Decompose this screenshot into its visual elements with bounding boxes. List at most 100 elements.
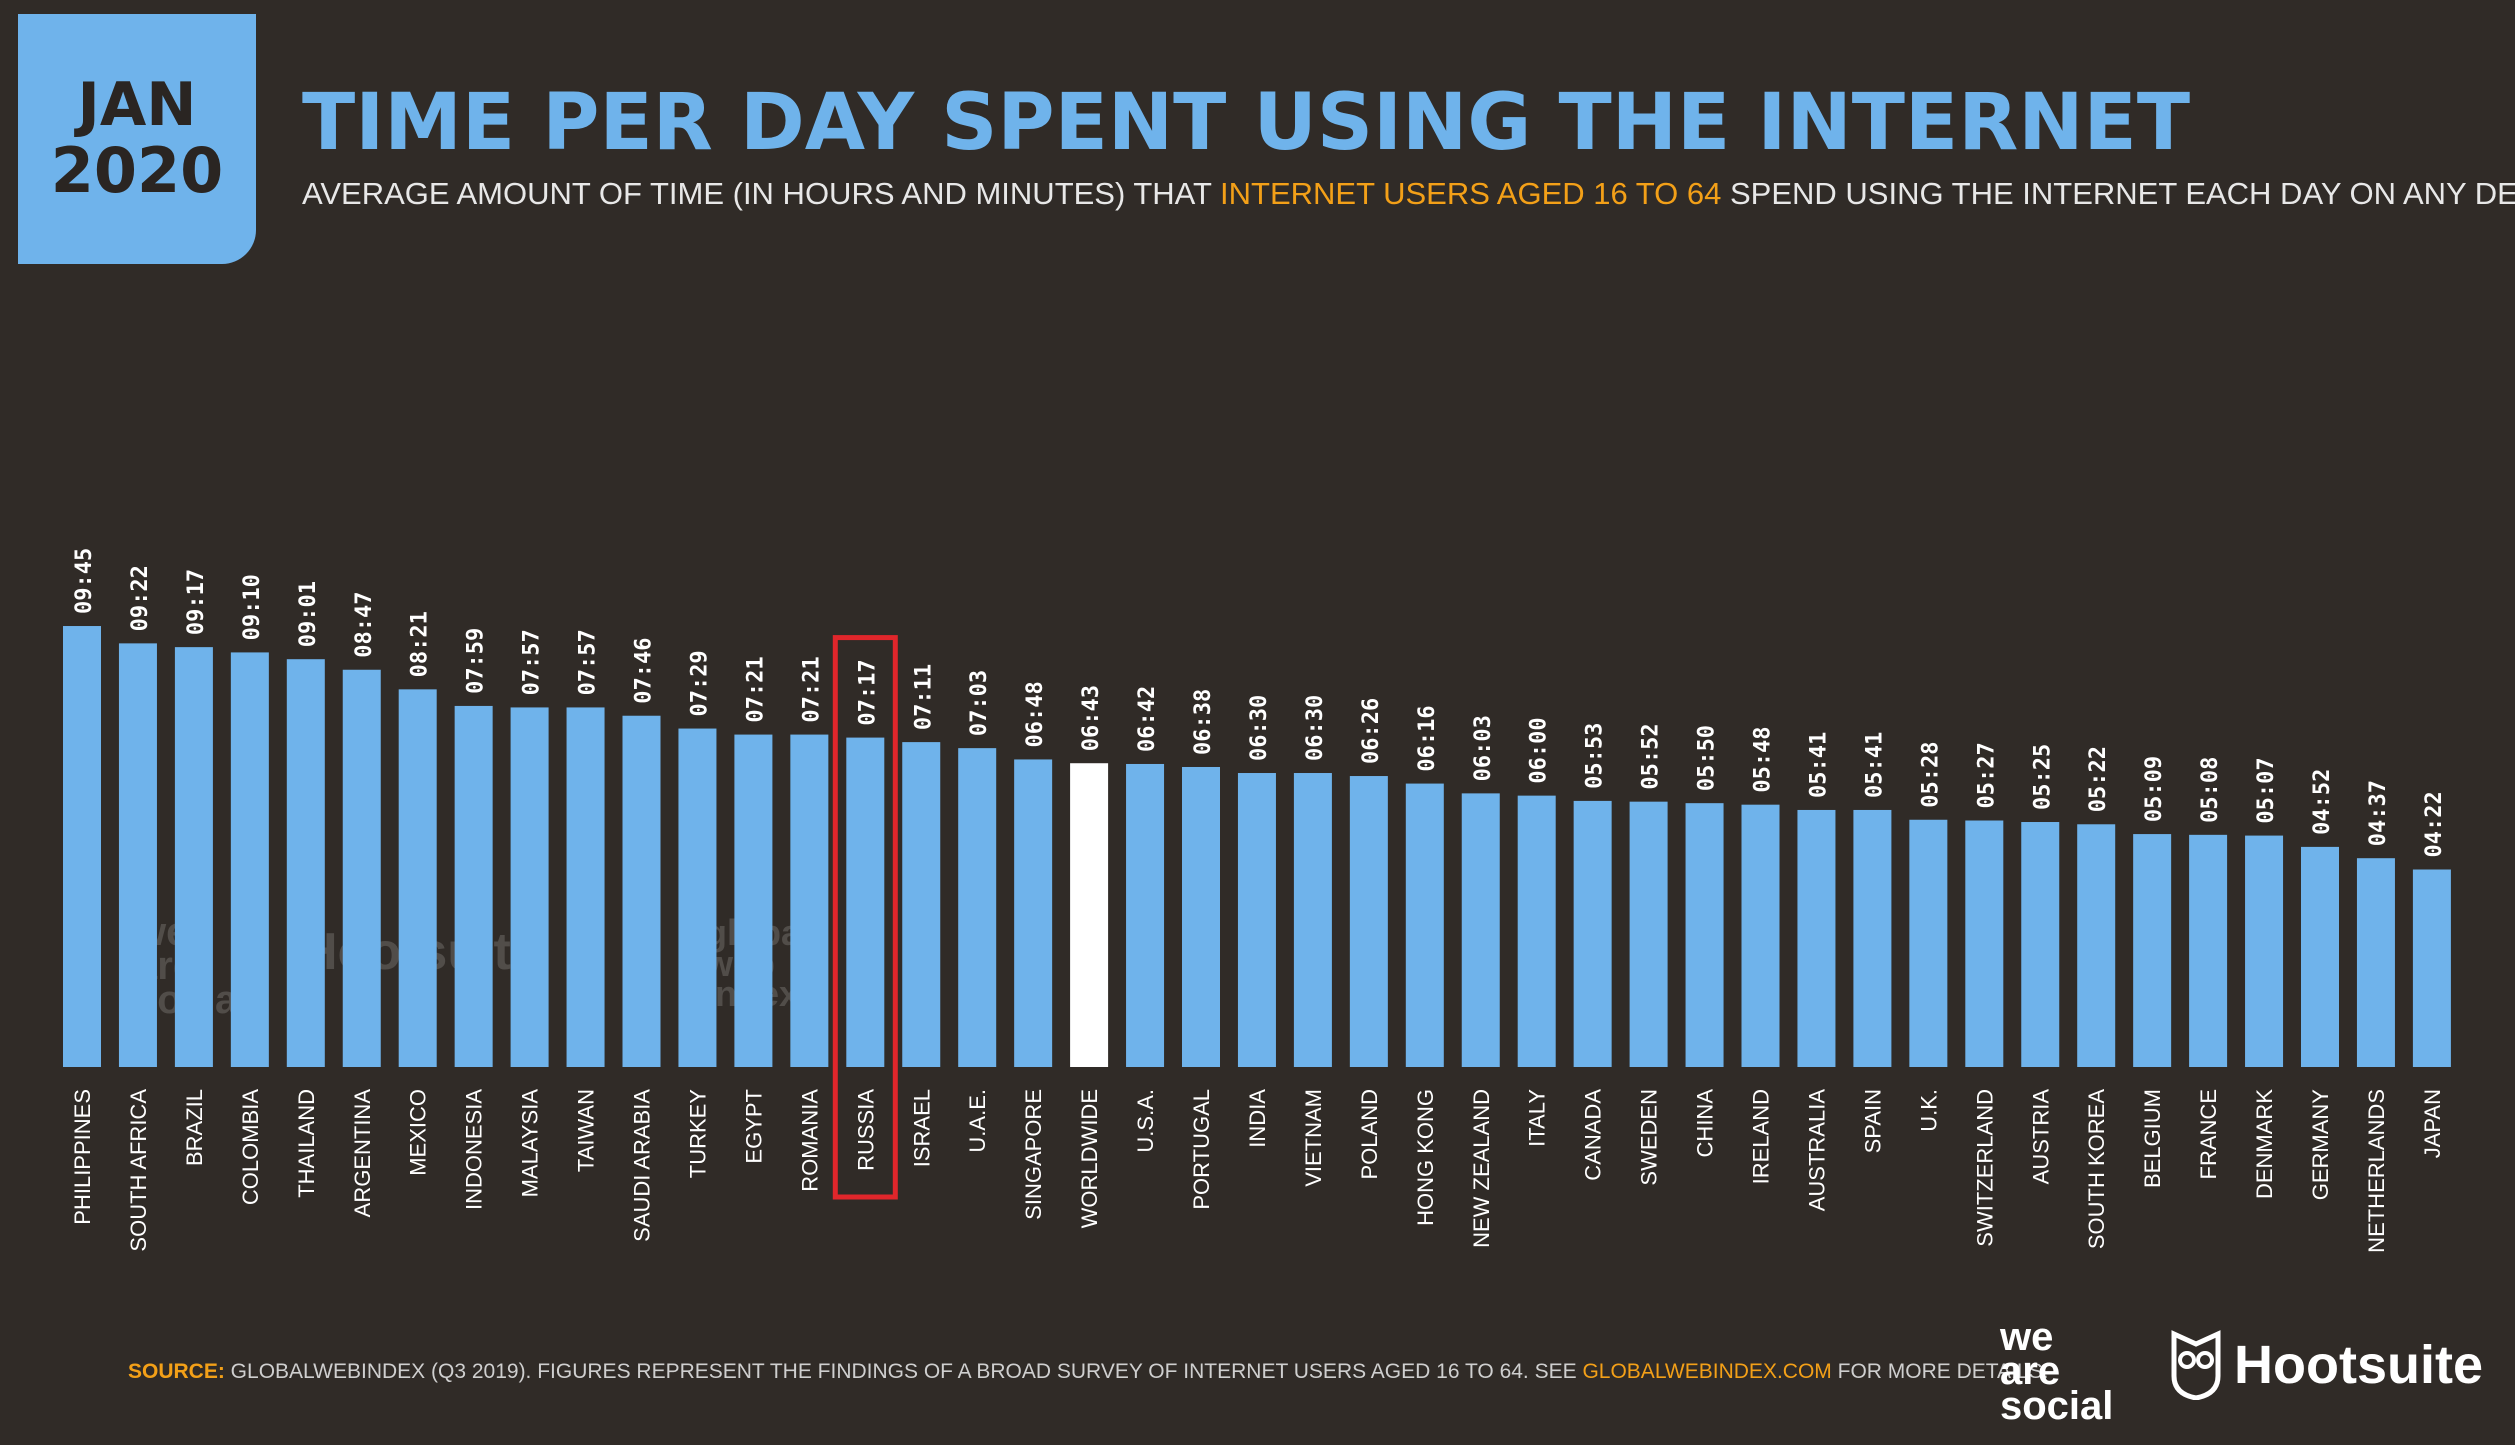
category-label: CHINA <box>1693 1089 1718 1158</box>
value-label: 04:37 <box>2366 780 2391 846</box>
category-label: GERMANY <box>2308 1089 2333 1201</box>
value-label: 05:53 <box>1583 723 1608 789</box>
category-label: U.S.A. <box>1133 1089 1158 1153</box>
value-label: 07:29 <box>687 650 712 716</box>
value-label: 06:42 <box>1135 686 1160 752</box>
hootsuite-logo: Hootsuite <box>2170 1330 2483 1400</box>
category-label: HONG KONG <box>1413 1089 1438 1226</box>
chart-title: TIME PER DAY SPENT USING THE INTERNET <box>302 78 2191 168</box>
bar <box>1685 803 1724 1067</box>
value-label: 09:01 <box>296 581 321 647</box>
value-label: 05:28 <box>1918 742 1943 808</box>
value-label: 09:45 <box>72 548 97 614</box>
value-label: 06:38 <box>1191 689 1216 755</box>
category-label: SOUTH AFRICA <box>126 1089 151 1252</box>
category-label: NETHERLANDS <box>2364 1089 2389 1253</box>
value-label: 07:21 <box>799 656 824 722</box>
value-label: 07:57 <box>576 629 601 695</box>
value-label: 07:03 <box>967 670 992 736</box>
bar <box>1237 773 1276 1067</box>
category-label: U.K. <box>1916 1089 1941 1132</box>
value-label: 06:03 <box>1471 715 1496 781</box>
subtitle-pre: AVERAGE AMOUNT OF TIME (IN HOURS AND MIN… <box>302 176 1221 211</box>
source-link[interactable]: GLOBALWEBINDEX.COM <box>1582 1360 1832 1383</box>
value-label: 07:17 <box>855 659 880 725</box>
bar <box>1349 776 1388 1067</box>
category-label: ARGENTINA <box>350 1089 375 1218</box>
category-label: COLOMBIA <box>238 1089 263 1205</box>
category-label: INDONESIA <box>462 1089 487 1210</box>
category-label: PHILIPPINES <box>70 1089 95 1225</box>
bar <box>1965 820 2004 1067</box>
value-label: 06:26 <box>1359 698 1384 764</box>
category-label: U.A.E. <box>965 1089 990 1153</box>
bar <box>174 647 213 1067</box>
subtitle-highlight: INTERNET USERS AGED 16 TO 64 <box>1220 176 1722 211</box>
bar <box>2245 835 2284 1067</box>
value-label: 06:48 <box>1023 681 1048 747</box>
bar <box>1182 766 1220 1067</box>
category-label: ISRAEL <box>909 1089 934 1167</box>
value-label: 05:41 <box>1862 732 1887 798</box>
highlight-box <box>832 635 898 1200</box>
category-label: RUSSIA <box>853 1089 878 1171</box>
category-label: SWEDEN <box>1637 1089 1662 1186</box>
bar <box>1293 773 1332 1067</box>
value-label: 04:22 <box>2422 791 2447 857</box>
bar <box>1629 801 1668 1067</box>
bar <box>2189 834 2228 1067</box>
bar <box>2021 822 2060 1067</box>
value-label: 05:48 <box>1751 726 1776 792</box>
badge-month: JAN <box>77 70 197 141</box>
source-tail: FOR MORE DETAILS. <box>1831 1360 2049 1383</box>
category-label: AUSTRALIA <box>1804 1089 1829 1212</box>
bar <box>1797 809 1836 1067</box>
bar <box>2077 824 2116 1067</box>
value-label: 09:22 <box>128 565 153 631</box>
value-label: 07:57 <box>520 629 545 695</box>
value-label: 05:09 <box>2142 756 2167 822</box>
bar <box>118 643 157 1067</box>
bar <box>454 705 493 1067</box>
category-label: BELGIUM <box>2140 1089 2165 1188</box>
bar <box>2356 858 2395 1067</box>
value-label: 05:41 <box>1806 732 1831 798</box>
value-label: 09:10 <box>240 574 265 640</box>
value-label: 05:22 <box>2086 746 2111 812</box>
value-label: 06:43 <box>1079 685 1104 751</box>
value-label: 05:25 <box>2030 744 2055 810</box>
bar <box>2412 869 2451 1067</box>
value-label: 06:00 <box>1527 717 1552 783</box>
category-label: POLAND <box>1357 1089 1382 1179</box>
value-label: 09:17 <box>184 569 209 635</box>
category-label: WORLDWIDE <box>1077 1089 1102 1228</box>
owl-icon <box>2171 1330 2221 1400</box>
bar <box>1517 795 1556 1067</box>
category-label: FRANCE <box>2196 1089 2221 1179</box>
value-label: 07:21 <box>743 656 768 722</box>
bar <box>1070 763 1109 1067</box>
category-label: MALAYSIA <box>518 1089 543 1198</box>
bar <box>230 652 269 1067</box>
source-note: SOURCE: GLOBALWEBINDEX (Q3 2019). FIGURE… <box>128 1360 2048 1384</box>
value-label: 08:21 <box>408 611 433 677</box>
value-label: 05:08 <box>2198 757 2223 823</box>
value-label: 07:11 <box>911 664 936 730</box>
bar <box>566 707 605 1067</box>
bar <box>1909 819 1948 1067</box>
bar <box>1853 809 1892 1067</box>
category-label: SOUTH KOREA <box>2084 1089 2109 1249</box>
bar <box>1014 759 1053 1067</box>
category-label: SINGAPORE <box>1021 1089 1046 1220</box>
value-label: 07:59 <box>464 628 489 694</box>
category-label: TURKEY <box>685 1089 710 1179</box>
bar <box>790 734 829 1067</box>
date-badge: JAN 2020 <box>18 14 256 264</box>
badge-year: 2020 <box>50 133 224 207</box>
source-text: GLOBALWEBINDEX (Q3 2019). FIGURES REPRES… <box>224 1360 1583 1383</box>
hootsuite-wordmark: Hootsuite <box>2234 1335 2483 1395</box>
category-label: JAPAN <box>2420 1089 2445 1158</box>
value-label: 05:27 <box>1974 742 1999 808</box>
bar <box>902 742 941 1067</box>
